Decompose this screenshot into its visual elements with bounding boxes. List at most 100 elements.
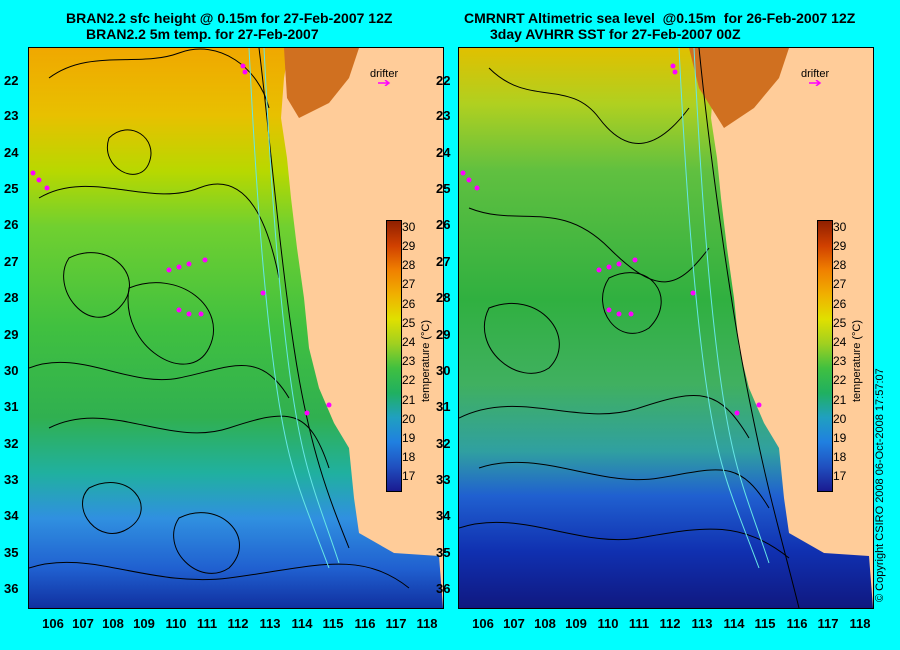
lon-label: 110 (165, 616, 187, 631)
lat-label: 27 (436, 254, 451, 269)
colorbar-tick: 20 (402, 412, 416, 426)
colorbar-tick: 21 (833, 393, 847, 407)
lat-label: 23 (4, 108, 19, 123)
lon-label: 106 (42, 616, 64, 631)
colorbar-tick: 22 (402, 373, 416, 387)
lat-label: 32 (436, 436, 451, 451)
colorbar-tick: 30 (833, 220, 847, 234)
lon-label: 118 (416, 616, 438, 631)
lon-label: 113 (259, 616, 281, 631)
lon-label: 118 (849, 616, 871, 631)
colorbar-tick: 23 (402, 354, 416, 368)
lat-label: 34 (4, 508, 19, 523)
copyright-text: © Copyright CSIRO 2008 06-Oct-2008 17:57… (874, 368, 886, 602)
colorbar-tick: 19 (402, 431, 416, 445)
drifter-legend-icon (809, 80, 822, 86)
drifter-tracks (30, 63, 332, 416)
lat-label: 24 (436, 145, 451, 160)
lat-label: 36 (436, 581, 451, 596)
lat-label: 23 (436, 108, 451, 123)
lat-label: 22 (4, 73, 19, 88)
colorbar-tick: 28 (833, 258, 847, 272)
lon-label: 114 (723, 616, 745, 631)
colorbar-tick: 18 (402, 450, 416, 464)
ssh-contours (29, 48, 410, 589)
lon-label: 109 (133, 616, 155, 631)
drifter-legend-label: drifter (370, 68, 399, 80)
colorbar-tick: 26 (402, 297, 416, 311)
drifter-legend-label: drifter (801, 68, 830, 80)
lon-label: 116 (786, 616, 808, 631)
isobaths (248, 48, 340, 569)
lon-label: 109 (565, 616, 587, 631)
colorbar-tick: 22 (833, 373, 847, 387)
colorbar-tick: 27 (402, 277, 416, 291)
lat-label: 26 (4, 217, 19, 232)
colorbar-tick: 25 (402, 316, 416, 330)
lon-label: 115 (754, 616, 776, 631)
lon-label: 115 (322, 616, 344, 631)
right-title-line1: CMRNRT Altimetric sea level @0.15m for 2… (464, 10, 856, 26)
lon-label: 117 (817, 616, 839, 631)
colorbar-tick: 17 (833, 469, 847, 483)
warm-coastal-water (284, 48, 359, 118)
colorbar (386, 220, 402, 492)
left-title-line2: BRAN2.2 5m temp. for 27-Feb-2007 (86, 26, 319, 42)
lat-label: 31 (436, 399, 451, 414)
lat-label: 36 (4, 581, 19, 596)
colorbar-tick: 29 (833, 239, 847, 253)
lat-label: 24 (4, 145, 19, 160)
lon-label: 106 (472, 616, 494, 631)
lat-label: 35 (4, 545, 19, 560)
colorbar-tick: 29 (402, 239, 416, 253)
warm-coastal-water (689, 48, 789, 128)
colorbar-tick: 26 (833, 297, 847, 311)
lat-label: 29 (436, 327, 451, 342)
lat-label: 29 (4, 327, 19, 342)
lat-label: 30 (436, 363, 451, 378)
lat-label: 25 (4, 181, 19, 196)
lon-label: 108 (534, 616, 556, 631)
lon-label: 113 (691, 616, 713, 631)
lon-label: 116 (354, 616, 376, 631)
colorbar-label: temperature (°C) (420, 319, 432, 402)
colorbar-tick: 24 (833, 335, 847, 349)
land-mass (281, 48, 443, 608)
colorbar-tick: 18 (833, 450, 847, 464)
lat-label: 34 (436, 508, 451, 523)
lon-label: 112 (659, 616, 681, 631)
lat-label: 33 (436, 472, 451, 487)
colorbar-tick: 20 (833, 412, 847, 426)
right-map-panel (458, 47, 874, 609)
isobaths (678, 48, 770, 569)
lat-label: 22 (436, 73, 451, 88)
colorbar-tick: 27 (833, 277, 847, 291)
lon-label: 108 (102, 616, 124, 631)
right-title-line2: 3day AVHRR SST for 27-Feb-2007 00Z (490, 26, 741, 42)
colorbar-tick: 30 (402, 220, 416, 234)
lat-label: 35 (436, 545, 451, 560)
lat-label: 28 (436, 290, 451, 305)
lon-label: 107 (72, 616, 94, 631)
colorbar (817, 220, 833, 492)
lon-label: 114 (291, 616, 313, 631)
lon-label: 112 (227, 616, 249, 631)
colorbar-tick: 23 (833, 354, 847, 368)
left-map-panel (28, 47, 444, 609)
left-title-line1: BRAN2.2 sfc height @ 0.15m for 27-Feb-20… (66, 10, 393, 26)
lat-label: 28 (4, 290, 19, 305)
lon-label: 111 (628, 616, 650, 631)
lat-label: 27 (4, 254, 19, 269)
drifter-tracks (460, 63, 762, 416)
ssh-contours (459, 48, 800, 608)
lon-label: 111 (196, 616, 218, 631)
drifter-legend-icon (378, 80, 391, 86)
colorbar-tick: 24 (402, 335, 416, 349)
colorbar-tick: 25 (833, 316, 847, 330)
lat-label: 30 (4, 363, 19, 378)
lon-label: 107 (503, 616, 525, 631)
lat-label: 33 (4, 472, 19, 487)
lat-label: 25 (436, 181, 451, 196)
colorbar-tick: 21 (402, 393, 416, 407)
colorbar-tick: 28 (402, 258, 416, 272)
